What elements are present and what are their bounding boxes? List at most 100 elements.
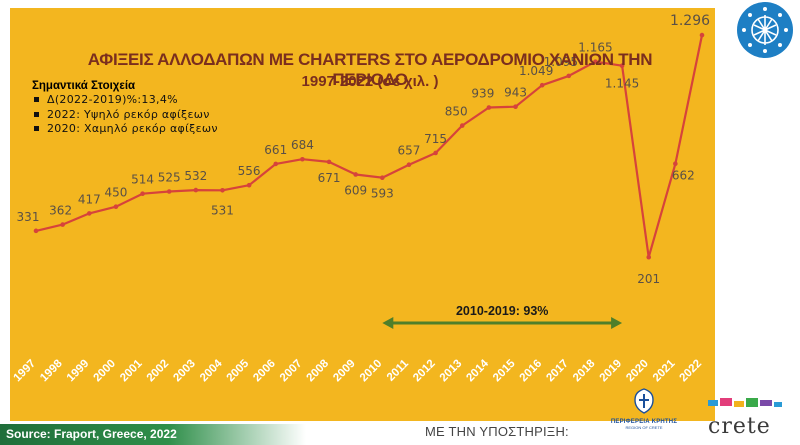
- x-tick-label-2013: 2013: [438, 358, 465, 385]
- key-fact-text: 2020: Χαμηλό ρεκόρ αφίξεων: [47, 122, 218, 135]
- data-label-2013: 850: [445, 105, 468, 119]
- data-point-2019: [619, 63, 625, 69]
- data-point-1997: [33, 228, 39, 234]
- x-tick-label-1998: 1998: [38, 357, 65, 384]
- data-point-2015: [513, 104, 518, 110]
- data-point-2004: [220, 187, 225, 193]
- data-label-1998: 362: [49, 204, 72, 218]
- x-tick-label-2009: 2009: [331, 358, 358, 385]
- data-point-2011: [406, 162, 412, 168]
- x-tick-label-2019: 2019: [598, 358, 625, 385]
- x-tick-label-2001: 2001: [118, 357, 145, 384]
- x-tick-label-2018: 2018: [571, 357, 598, 384]
- x-tick-label-2005: 2005: [225, 357, 252, 384]
- data-label-2001: 514: [131, 173, 154, 187]
- key-facts-box: Σημαντικά Στοιχεία Δ(2022-2019)%:13,4% 2…: [32, 80, 218, 137]
- data-point-1999: [86, 211, 92, 216]
- x-tick-label-2008: 2008: [305, 357, 332, 384]
- key-fact-text: 2022: Υψηλό ρεκόρ αφίξεων: [47, 107, 210, 121]
- data-point-2016: [539, 82, 545, 88]
- data-label-2017: 1.095: [544, 55, 578, 69]
- data-point-2013: [459, 123, 465, 128]
- crete-logo: crete: [700, 392, 795, 439]
- annotation-label: 2010-2019: 93%: [456, 304, 548, 318]
- data-label-2019: 1.145: [605, 77, 639, 91]
- data-point-2010: [380, 175, 385, 181]
- x-tick-label-2006: 2006: [251, 358, 278, 385]
- x-tick-label-2016: 2016: [518, 358, 545, 385]
- x-tick-label-2021: 2021: [651, 357, 678, 384]
- data-point-2001: [140, 191, 145, 197]
- data-label-2007: 684: [291, 138, 314, 152]
- data-point-2002: [166, 189, 172, 194]
- data-label-2005: 556: [238, 164, 261, 178]
- data-label-2021: 662: [672, 169, 695, 183]
- region-subtitle: REGION OF CRETE: [625, 425, 663, 430]
- x-tick-label-2022: 2022: [678, 358, 705, 385]
- data-point-1998: [60, 222, 65, 227]
- x-tick-label-2012: 2012: [411, 358, 438, 385]
- region-of-crete-logo: ΠΕΡΙΦΕΡΕΙΑ ΚΡΗΤΗΣ REGION OF CRETE: [598, 388, 690, 430]
- data-label-1997: 331: [17, 210, 40, 224]
- data-label-2010: 593: [371, 187, 394, 201]
- key-fact-text: Δ(2022-2019)%:13,4%: [47, 93, 178, 106]
- source-label: Source: Fraport, Greece, 2022: [0, 424, 306, 445]
- data-label-2009: 609: [344, 183, 367, 197]
- data-point-2000: [113, 204, 119, 210]
- data-label-2015: 943: [504, 86, 527, 100]
- x-tick-label-2007: 2007: [278, 358, 305, 385]
- data-label-2008: 671: [318, 171, 341, 185]
- x-tick-label-1999: 1999: [65, 358, 92, 385]
- data-point-2022: [699, 32, 705, 38]
- data-label-2003: 532: [184, 169, 207, 183]
- data-label-2000: 450: [104, 186, 127, 200]
- coat-of-arms-icon: [634, 388, 654, 414]
- annotation-arrowhead-left: [382, 317, 394, 329]
- x-tick-label-2020: 2020: [624, 358, 651, 385]
- data-label-2002: 525: [158, 171, 181, 185]
- chart-title: ΑΦΙΞΕΙΣ ΑΛΛΟΔΑΠΩΝ ΜΕ CHARTERS ΣΤΟ ΑΕΡΟΔΡ…: [87, 50, 653, 89]
- data-point-2017: [566, 73, 572, 79]
- data-point-2003: [193, 187, 199, 193]
- tree-emblem-icon: [737, 2, 793, 58]
- data-label-2022: 1.296: [670, 13, 710, 29]
- data-point-2014: [486, 105, 492, 110]
- data-point-2009: [353, 172, 358, 177]
- region-name: ΠΕΡΙΦΕΡΕΙΑ ΚΡΗΤΗΣ: [610, 419, 678, 425]
- data-point-2018: [593, 59, 598, 64]
- data-point-2020: [646, 254, 652, 260]
- data-label-1999: 417: [78, 192, 101, 206]
- data-label-2014: 939: [471, 87, 494, 101]
- key-fact-item: 2022: Υψηλό ρεκόρ αφίξεων: [32, 108, 218, 123]
- x-tick-label-2014: 2014: [464, 357, 491, 384]
- support-label: ΜΕ ΤΗΝ ΥΠΟΣΤΗΡΙΞΗ:: [425, 424, 569, 439]
- data-label-2012: 715: [424, 132, 447, 146]
- x-tick-label-2011: 2011: [385, 357, 412, 384]
- key-fact-item: 2020: Χαμηλό ρεκόρ αφίξεων: [32, 122, 218, 137]
- data-point-2008: [326, 159, 332, 165]
- annotation-arrowhead-right: [611, 317, 623, 329]
- crete-island-icon: [708, 398, 782, 407]
- series-line: [35, 34, 704, 259]
- x-tick-label-2002: 2002: [145, 358, 172, 385]
- data-point-2007: [300, 156, 305, 162]
- data-point-2005: [246, 182, 252, 188]
- data-label-2006: 661: [264, 143, 287, 157]
- data-label-2020: 201: [637, 272, 660, 286]
- data-label-2018: 1.165: [578, 41, 612, 55]
- data-label-2011: 657: [398, 144, 421, 158]
- x-tick-label-1997: 1997: [12, 358, 39, 385]
- data-point-2006: [273, 161, 279, 167]
- data-label-2016: 1.049: [519, 64, 553, 78]
- x-tick-label-2004: 2004: [198, 357, 225, 384]
- chart-subtitle: 1997-2022 (σε χιλ. ): [301, 73, 439, 90]
- x-tick-label-2000: 2000: [91, 358, 118, 385]
- x-tick-label-2010: 2010: [358, 358, 385, 385]
- key-facts-heading: Σημαντικά Στοιχεία: [32, 80, 136, 92]
- data-label-2004: 531: [211, 203, 234, 217]
- chart-panel: 331 362 417 450 514 525 532 531 556 661 684 671 609 5…: [10, 8, 715, 421]
- data-point-2021: [673, 161, 678, 167]
- x-tick-label-2003: 2003: [171, 358, 198, 385]
- x-tick-label-2017: 2017: [544, 358, 571, 385]
